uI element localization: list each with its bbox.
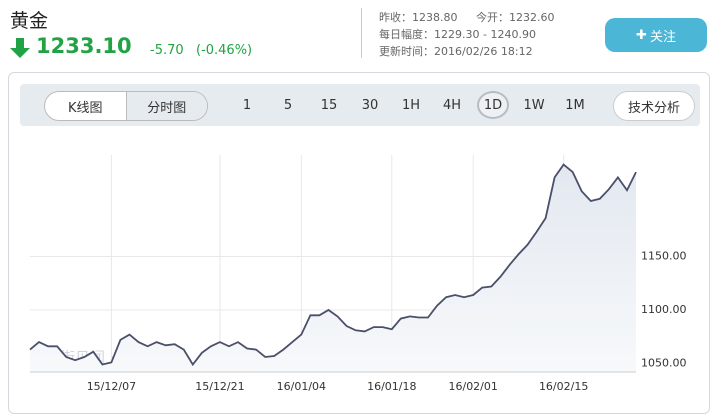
- view-toggle: K线图 分时图: [44, 91, 208, 121]
- follow-label: 关注: [649, 29, 676, 45]
- asset-name: 黄金: [10, 10, 49, 32]
- period-button[interactable]: 1D: [477, 91, 509, 119]
- updated: 更新时间：2016/02/26 18:12: [379, 45, 533, 58]
- period-button[interactable]: 5: [283, 97, 293, 113]
- follow-button[interactable]: ✚ 关注: [605, 18, 707, 52]
- change: -5.70: [150, 43, 184, 58]
- down-arrow: [10, 38, 30, 58]
- period-button[interactable]: 1W: [523, 97, 545, 113]
- period-button[interactable]: 1M: [565, 97, 585, 113]
- open: 今开：1232.60: [476, 11, 555, 24]
- plus-icon: ✚: [636, 27, 647, 43]
- change-pct: (-0.46%): [196, 43, 253, 58]
- price: 1233.10: [36, 34, 132, 58]
- period-button[interactable]: 15: [320, 97, 338, 113]
- period-button[interactable]: 1: [242, 97, 252, 113]
- chart-card: [8, 72, 710, 414]
- period-button[interactable]: 4H: [442, 97, 462, 113]
- prev-close: 昨收：1238.80: [379, 11, 458, 24]
- period-button[interactable]: 1H: [401, 97, 421, 113]
- range: 每日幅度：1229.30 - 1240.90: [379, 28, 536, 41]
- divider: [361, 8, 362, 58]
- view-kline[interactable]: K线图: [67, 100, 103, 116]
- period-button[interactable]: 30: [361, 97, 379, 113]
- analysis-button[interactable]: 技术分析: [613, 91, 695, 121]
- view-intraday[interactable]: 分时图: [125, 92, 207, 120]
